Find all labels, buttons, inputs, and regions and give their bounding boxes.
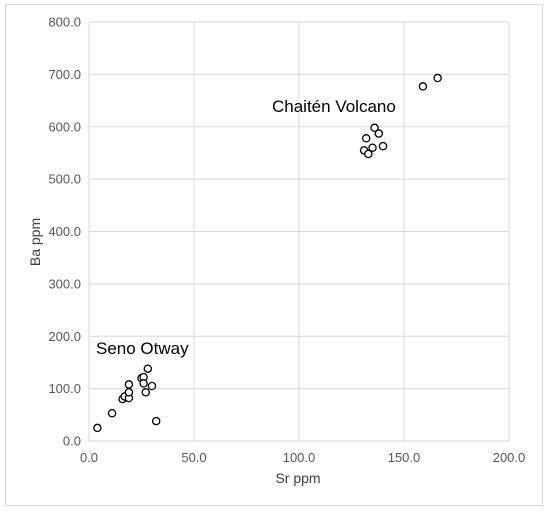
data-points	[93, 73, 442, 433]
data-point	[361, 134, 371, 143]
x-tick-labels: 0.0 50.0 100.0 150.0 200.0	[80, 450, 525, 465]
x-tick-label: 150.0	[388, 450, 421, 465]
data-point	[143, 364, 153, 373]
data-point	[124, 380, 134, 389]
y-tick-label: 600.0	[48, 119, 81, 134]
x-tick-label: 200.0	[493, 450, 526, 465]
gridlines	[88, 21, 510, 442]
x-tick-label: 0.0	[80, 450, 98, 465]
y-tick-label: 500.0	[48, 172, 81, 187]
y-tick-label: 100.0	[48, 381, 81, 396]
y-axis-title: Ba ppm	[27, 218, 43, 266]
annotation-seno-otway: Seno Otway	[96, 339, 189, 358]
data-point	[370, 123, 379, 133]
data-point	[418, 82, 428, 91]
data-point	[124, 388, 134, 397]
y-tick-label: 300.0	[48, 276, 81, 291]
x-axis-title: Sr ppm	[275, 470, 320, 486]
data-point	[433, 73, 442, 83]
data-point	[151, 416, 161, 426]
data-point	[147, 381, 157, 391]
y-tick-label: 700.0	[48, 67, 81, 82]
annotation-chaiten-volcano: Chaitén Volcano	[272, 97, 396, 116]
data-point	[139, 379, 148, 388]
y-tick-labels: 0.0 100.0 200.0 300.0 400.0 500.0 600.0 700.0 80…	[48, 15, 81, 449]
data-point	[378, 141, 388, 151]
data-point	[93, 423, 102, 433]
x-tick-label: 50.0	[181, 450, 206, 465]
x-tick-label: 100.0	[283, 450, 316, 465]
y-tick-label: 800.0	[48, 15, 81, 30]
data-point	[364, 149, 373, 159]
data-point	[374, 129, 384, 138]
y-tick-label: 400.0	[48, 224, 81, 239]
data-point	[368, 143, 377, 152]
chart-frame	[5, 4, 543, 506]
y-tick-label: 0.0	[63, 434, 81, 449]
data-point	[141, 388, 150, 397]
y-tick-label: 200.0	[48, 329, 81, 344]
data-point	[107, 408, 117, 418]
